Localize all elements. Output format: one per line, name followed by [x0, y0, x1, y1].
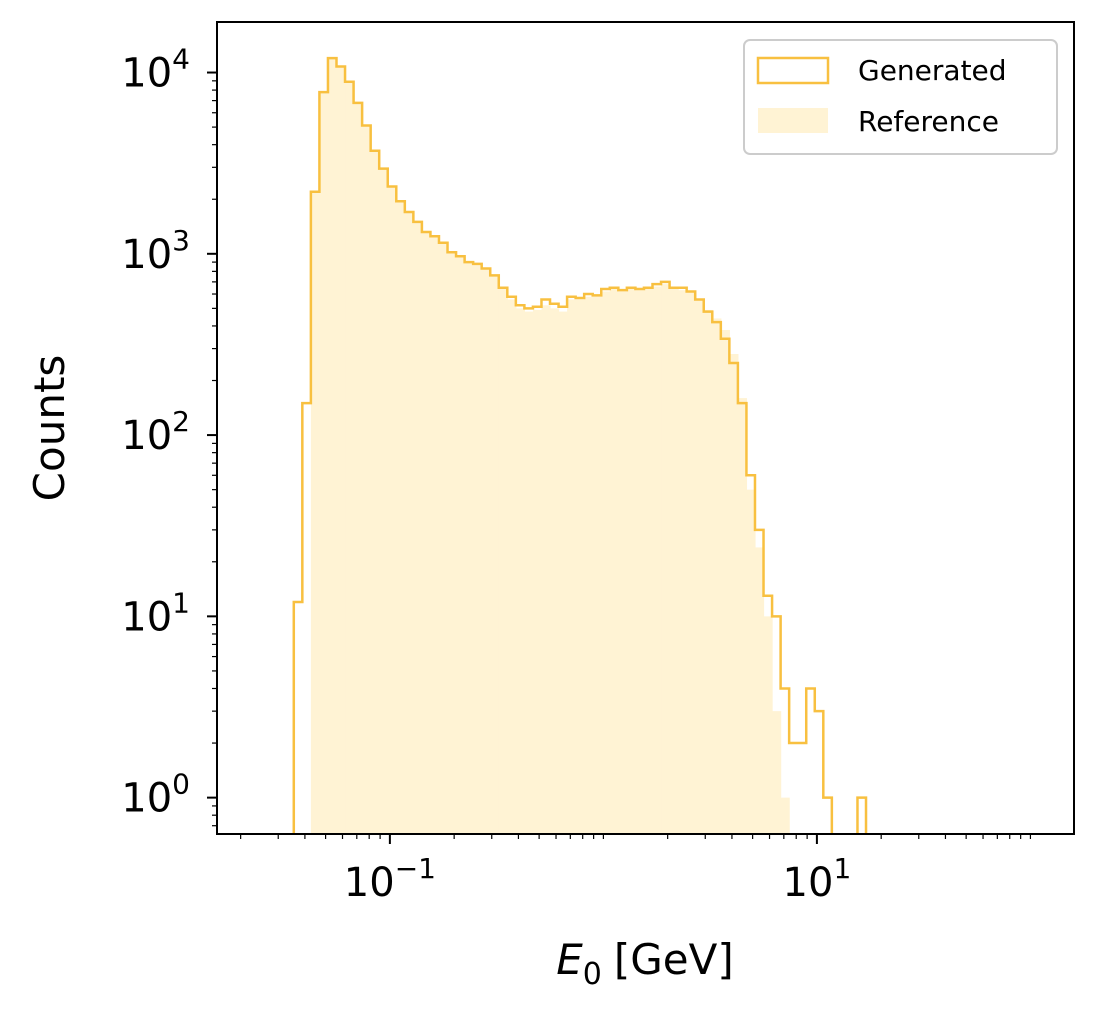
reference-bar	[438, 242, 449, 835]
reference-bar	[550, 308, 560, 834]
legend-label-reference: Reference	[858, 105, 999, 138]
generated-series-step	[292, 56, 868, 834]
reference-bar	[584, 296, 594, 834]
reference-bar	[447, 252, 457, 834]
reference-series-layer	[310, 58, 790, 835]
reference-bar	[678, 290, 688, 834]
reference-bar	[567, 299, 577, 834]
x-tick-label: 10−1	[344, 852, 436, 906]
reference-bar	[456, 256, 466, 834]
reference-bar	[413, 221, 423, 834]
x-tick-label: 101	[783, 852, 852, 906]
y-tick-label: 102	[121, 405, 190, 459]
reference-bar	[421, 231, 432, 834]
plot-frame	[216, 21, 1075, 835]
reference-bar	[541, 305, 551, 834]
reference-bar	[592, 296, 602, 834]
reference-bar	[754, 547, 765, 834]
reference-bar	[327, 58, 338, 835]
y-tick-label: 101	[121, 586, 190, 640]
reference-bar	[626, 288, 637, 834]
reference-bar	[396, 201, 406, 835]
y-tick-label: 103	[121, 224, 190, 278]
reference-bar	[353, 102, 363, 834]
reference-bar	[601, 291, 611, 834]
reference-bar	[498, 287, 508, 835]
reference-bar	[430, 236, 440, 835]
reference-bar	[712, 318, 722, 834]
reference-bar	[345, 81, 355, 834]
reference-bar	[737, 398, 748, 834]
reference-bar	[720, 329, 730, 834]
reference-bar	[464, 262, 474, 835]
reference-bar	[404, 212, 414, 834]
reference-bar	[515, 308, 525, 834]
reference-bar	[643, 288, 654, 834]
x-axis-unit: [GeV]	[614, 935, 734, 984]
x-axis-symbol: E	[556, 935, 583, 984]
reference-bar	[652, 286, 662, 834]
reference-bar	[695, 299, 705, 834]
reference-bar	[746, 489, 756, 834]
legend-swatch-reference	[758, 108, 828, 133]
reference-bar	[387, 186, 397, 835]
reference-bar	[532, 309, 543, 835]
reference-bar	[319, 92, 329, 835]
reference-bar	[575, 299, 585, 834]
reference-bar	[635, 290, 645, 834]
legend: Generated Reference	[743, 39, 1058, 155]
reference-bar	[524, 311, 534, 835]
x-axis-title: E0 [GeV]	[556, 935, 734, 992]
y-tick-label: 100	[121, 768, 190, 822]
reference-bar	[379, 168, 389, 834]
x-axis-subscript: 0	[583, 957, 602, 992]
reference-bar	[703, 309, 713, 835]
reference-bar	[336, 66, 346, 835]
reference-bar	[362, 125, 372, 835]
legend-label-generated: Generated	[858, 54, 1007, 87]
y-axis-title: Counts	[25, 355, 74, 502]
reference-bar	[618, 291, 628, 834]
reference-bar	[473, 263, 483, 834]
reference-bar	[661, 284, 671, 834]
reference-bar	[481, 268, 491, 835]
reference-bar	[669, 287, 679, 835]
reference-bar	[763, 616, 773, 834]
y-tick-label: 104	[121, 43, 190, 97]
reference-bar	[490, 275, 500, 834]
reference-bar	[729, 354, 739, 834]
reference-bar	[686, 291, 696, 834]
reference-bar	[507, 299, 517, 834]
reference-bar	[780, 797, 790, 834]
reference-bar	[370, 150, 380, 835]
reference-bar	[310, 191, 321, 835]
legend-swatch-generated	[756, 56, 830, 85]
reference-bar	[772, 711, 782, 834]
reference-bar	[609, 288, 619, 834]
reference-bar	[558, 311, 568, 835]
axis-ticks: 100 101 102 103 104 10−1 101	[121, 43, 1032, 906]
